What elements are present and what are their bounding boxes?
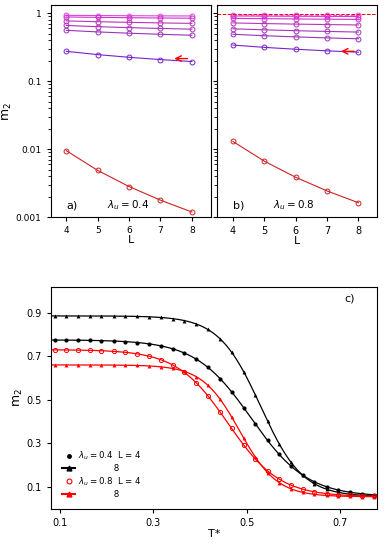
- Text: $\lambda_u = 0.4$: $\lambda_u = 0.4$: [107, 199, 149, 212]
- Text: c): c): [345, 293, 355, 303]
- Text: $\lambda_u = 0.8$: $\lambda_u = 0.8$: [273, 199, 315, 212]
- Text: b): b): [233, 201, 245, 211]
- Y-axis label: m$_2$: m$_2$: [12, 388, 25, 407]
- X-axis label: L: L: [294, 236, 300, 246]
- Y-axis label: m$_2$: m$_2$: [1, 102, 14, 121]
- Legend: $\lambda_u = 0.4$  L = 4,              8, $\lambda_u = 0.8$  L = 4,             : $\lambda_u = 0.4$ L = 4, 8, $\lambda_u =…: [61, 449, 142, 500]
- Text: a): a): [67, 201, 78, 211]
- X-axis label: T*: T*: [208, 529, 220, 539]
- X-axis label: L: L: [128, 235, 134, 245]
